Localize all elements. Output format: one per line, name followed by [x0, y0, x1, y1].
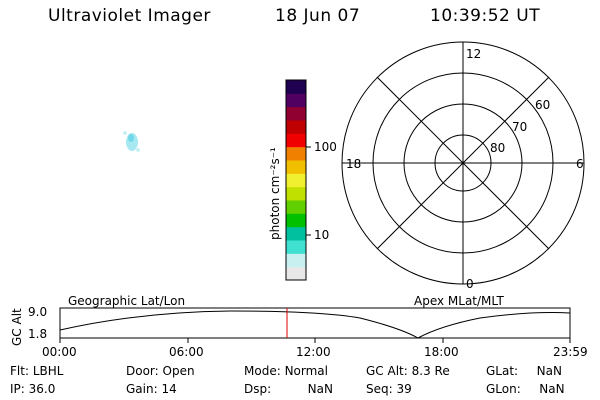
polar-label-18: 18 [346, 157, 362, 171]
colorbar-tick-label-100: 100 [314, 140, 337, 154]
polar-diagonal-b [376, 76, 550, 250]
colorbar-cell [286, 160, 306, 174]
info-gain-label: Gain: [126, 382, 158, 396]
info-flt: Flt: LBHL [10, 364, 63, 378]
timeline-xtick-label-0600: 06:00 [169, 345, 204, 359]
polar-label-80: 80 [490, 141, 506, 155]
colorbar-frame [285, 79, 307, 281]
colorbar-cell [286, 213, 306, 228]
info-gc-alt-label: GC Alt: [366, 364, 408, 378]
info-flt-label: Flt: [10, 364, 29, 378]
date-label: 18 Jun 07 [275, 6, 361, 26]
timeline-xtick-label-0000: 00:00 [42, 345, 77, 359]
info-glon-label: GLon: [486, 382, 521, 396]
info-gc-alt-value: 8.3 Re [411, 364, 450, 378]
polar-label-12: 12 [466, 47, 482, 61]
info-mode: Mode: Normal [244, 364, 328, 378]
info-glat-label: GLat: [486, 364, 519, 378]
info-door-value: Open [162, 364, 195, 378]
polar-label-60: 60 [535, 98, 551, 112]
info-mode-label: Mode: [244, 364, 281, 378]
colorbar-tick-label-10: 10 [314, 228, 330, 242]
polar-label-6: 6 [576, 157, 584, 171]
info-ip-label: IP: [10, 382, 25, 396]
colorbar-cell [286, 93, 306, 108]
colorbar-cell [286, 253, 306, 268]
colorbar-cells [286, 80, 306, 281]
colorbar-cell [286, 200, 306, 214]
polar-label-70: 70 [512, 120, 528, 134]
colorbar-cell [286, 120, 306, 134]
colorbar-cell [286, 106, 306, 121]
timeline-right-title: Apex MLat/MLT [414, 294, 504, 308]
info-ip-value: 36.0 [28, 382, 56, 396]
timeline-ytick-1-8: 1.8 [28, 327, 48, 341]
info-dsp-value: NaN [307, 382, 333, 396]
colorbar-cell [286, 266, 306, 281]
altitude-curve [59, 310, 571, 339]
info-door: Door: Open [126, 364, 195, 378]
info-flt-value: LBHL [32, 364, 64, 378]
info-gc-alt: GC Alt: 8.3 Re [366, 364, 450, 378]
info-ip: IP: 36.0 [10, 382, 55, 396]
timeline-xtick-label-1800: 18:00 [424, 345, 459, 359]
colorbar-cell [286, 226, 306, 241]
info-gain: Gain: 14 [126, 382, 177, 396]
colorbar-cell [286, 80, 306, 94]
aurora-blob [123, 131, 140, 152]
info-seq-label: Seq: [366, 382, 393, 396]
time-label: 10:39:52 UT [430, 6, 541, 26]
info-mode-value: Normal [284, 364, 328, 378]
timeline-frame [59, 307, 571, 339]
timeline-xtick-label-1200: 12:00 [296, 345, 331, 359]
info-glat-value: NaN [536, 364, 562, 378]
info-glat: GLat: NaN [486, 364, 562, 378]
app-title: Ultraviolet Imager [48, 6, 211, 26]
info-gain-value: 14 [161, 382, 177, 396]
colorbar-cell [286, 146, 306, 161]
polar-label-0: 0 [466, 277, 474, 291]
info-glon-value: NaN [539, 382, 565, 396]
info-seq-value: 39 [396, 382, 412, 396]
timeline-ytick-9: 9.0 [28, 305, 48, 319]
info-seq: Seq: 39 [366, 382, 412, 396]
colorbar-cell [286, 240, 306, 254]
info-door-label: Door: [126, 364, 159, 378]
colorbar-cell [286, 186, 306, 201]
colorbar-cell [286, 133, 306, 148]
info-dsp-label: Dsp: [244, 382, 272, 396]
timeline-xtick-label-2359: 23:59 [553, 345, 588, 359]
info-glon: GLon: NaN [486, 382, 565, 396]
colorbar-cell [286, 173, 306, 188]
timeline-left-title: Geographic Lat/Lon [68, 294, 186, 308]
info-dsp: Dsp: NaN [244, 382, 333, 396]
